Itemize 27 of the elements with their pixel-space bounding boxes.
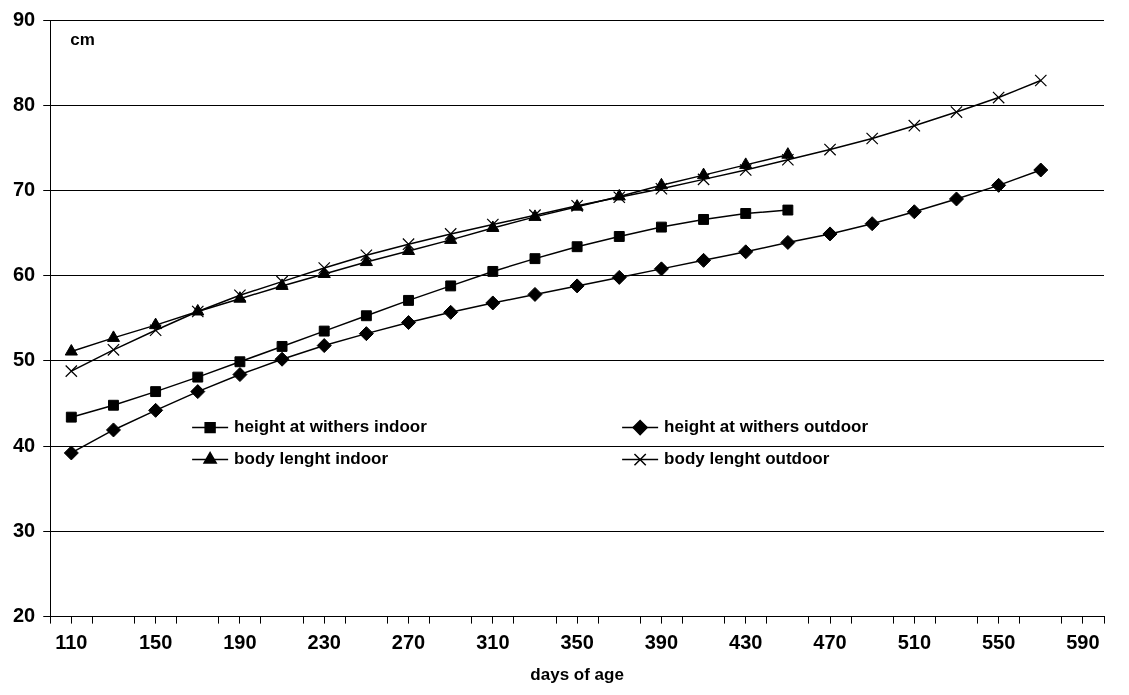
legend-label: height at withers outdoor — [664, 417, 869, 437]
x-tick-label: 150 — [138, 631, 173, 654]
y-tick-label: 50 — [13, 348, 36, 371]
x-tick-label: 550 — [981, 631, 1016, 654]
x-tick-label: 110 — [55, 631, 88, 654]
legend-label: body lenght outdoor — [664, 449, 830, 469]
x-tick-label: 390 — [644, 631, 679, 654]
y-tick-label: 60 — [13, 263, 36, 286]
legend-label: height at withers indoor — [234, 417, 428, 437]
y-tick-label: 80 — [13, 92, 36, 115]
y-tick-label: 30 — [13, 518, 36, 541]
x-tick-label: 350 — [560, 631, 594, 654]
y-tick-label: 20 — [13, 604, 36, 627]
annotation: cm — [70, 30, 95, 50]
x-tick-label: 230 — [307, 631, 341, 654]
x-axis-title: days of age — [530, 665, 624, 685]
x-tick-label: 270 — [391, 631, 426, 654]
x-tick-label: 470 — [813, 631, 847, 654]
legend-label: body lenght indoor — [234, 449, 389, 469]
y-tick-label: 70 — [13, 177, 36, 200]
x-tick-label: 510 — [897, 631, 932, 654]
x-tick-label: 590 — [1066, 631, 1100, 654]
y-tick-label: 40 — [13, 433, 36, 456]
x-tick-label: 430 — [729, 631, 763, 654]
y-tick-label: 90 — [13, 7, 36, 30]
x-tick-label: 310 — [476, 631, 510, 654]
x-tick-label: 190 — [223, 631, 257, 654]
